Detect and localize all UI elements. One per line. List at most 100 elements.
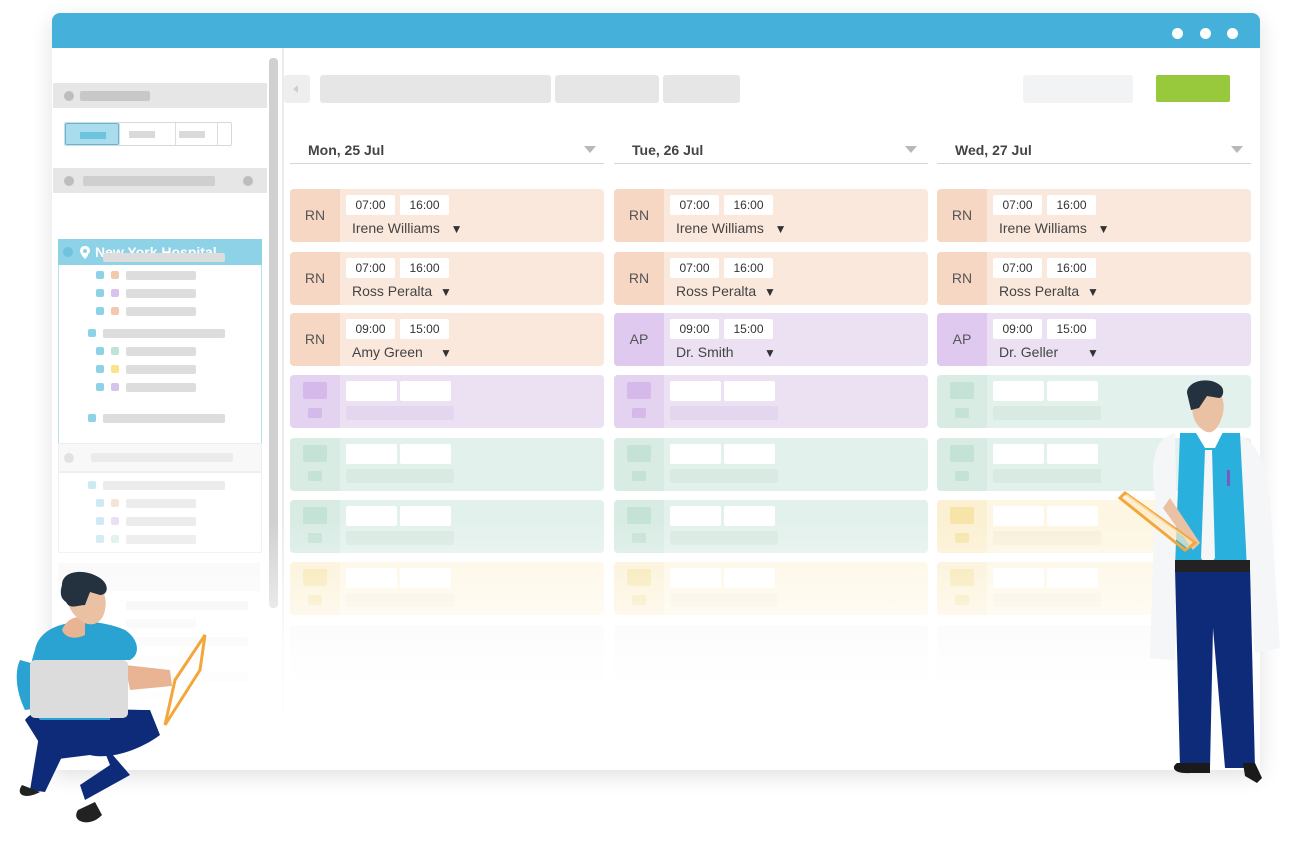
tree-item-color-icon: [111, 383, 119, 391]
sidebar-header: [53, 83, 267, 108]
shift-end-time[interactable]: 16:00: [724, 258, 773, 278]
role-badge: AP: [614, 313, 664, 366]
shift-card[interactable]: RN 07:00 16:00 Ross Peralta ▼: [937, 252, 1251, 305]
shift-card[interactable]: RN 07:00 16:00 Irene Williams ▼: [614, 189, 928, 242]
role-badge: RN: [937, 252, 987, 305]
shift-start-time[interactable]: 09:00: [346, 319, 395, 339]
day-column-header[interactable]: Tue, 26 Jul: [614, 133, 928, 164]
dropdown-caret-icon[interactable]: [1231, 146, 1243, 153]
view-option-active[interactable]: [65, 123, 119, 145]
tree-item-label[interactable]: [126, 271, 196, 280]
shift-start-time[interactable]: 09:00: [993, 319, 1042, 339]
tree-group-label[interactable]: [103, 329, 225, 338]
tree-group-label[interactable]: [103, 253, 225, 262]
shift-card-empty[interactable]: [614, 438, 928, 491]
tree-item-label[interactable]: [126, 307, 196, 316]
role-badge: RN: [290, 189, 340, 242]
role-label: RN: [304, 270, 326, 286]
shift-card[interactable]: RN 07:00 16:00 Ross Peralta ▼: [290, 252, 604, 305]
tree-item-icon[interactable]: [96, 365, 104, 373]
shift-end-time[interactable]: 16:00: [1047, 195, 1096, 215]
tree-item-color-icon: [111, 271, 119, 279]
shift-card[interactable]: AP 09:00 15:00 Dr. Geller ▼: [937, 313, 1251, 366]
view-switch[interactable]: [64, 122, 232, 146]
assignee-name: Ross Peralta: [999, 283, 1080, 299]
window-dot-icon[interactable]: [1200, 28, 1211, 39]
assignee-dropdown-icon[interactable]: ▼: [440, 285, 452, 299]
toolbar-view-button[interactable]: [663, 75, 740, 103]
shift-card[interactable]: RN 07:00 16:00 Ross Peralta ▼: [614, 252, 928, 305]
shift-card[interactable]: RN 07:00 16:00 Irene Williams ▼: [290, 189, 604, 242]
assignee-dropdown-icon[interactable]: ▼: [764, 285, 776, 299]
section-icon: [64, 176, 74, 186]
shift-end-time[interactable]: 15:00: [400, 319, 449, 339]
shift-end-time[interactable]: 16:00: [400, 195, 449, 215]
shift-start-time[interactable]: 07:00: [670, 195, 719, 215]
toolbar-range-field[interactable]: [320, 75, 551, 103]
tree-item-label[interactable]: [126, 365, 196, 374]
shift-start-time[interactable]: 07:00: [346, 195, 395, 215]
tree-item-icon[interactable]: [96, 347, 104, 355]
assignee-dropdown-icon[interactable]: ▼: [764, 346, 776, 360]
tree-item-label[interactable]: [126, 347, 196, 356]
toolbar-filter-button[interactable]: [555, 75, 659, 103]
day-column-header[interactable]: Mon, 25 Jul: [290, 133, 604, 164]
assignee-dropdown-icon[interactable]: ▼: [1097, 222, 1110, 236]
dropdown-caret-icon[interactable]: [905, 146, 917, 153]
shift-card[interactable]: RN 09:00 15:00 Amy Green ▼: [290, 313, 604, 366]
shift-start-time[interactable]: 07:00: [346, 258, 395, 278]
tree-item-label[interactable]: [126, 289, 196, 298]
tree-group-icon[interactable]: [88, 253, 96, 261]
shift-start-time[interactable]: 07:00: [993, 195, 1042, 215]
window-dot-icon[interactable]: [1172, 28, 1183, 39]
shift-end-time[interactable]: 16:00: [1047, 258, 1096, 278]
shift-start-time[interactable]: 07:00: [993, 258, 1042, 278]
shift-end-time[interactable]: 16:00: [724, 195, 773, 215]
shift-start-time[interactable]: 09:00: [670, 319, 719, 339]
view-option[interactable]: [129, 131, 155, 138]
sidebar-header-label: [80, 91, 150, 101]
tree-item-icon[interactable]: [96, 289, 104, 297]
role-label: RN: [951, 270, 973, 286]
shift-card-empty[interactable]: [614, 375, 928, 428]
shift-card-empty[interactable]: [290, 375, 604, 428]
prev-button[interactable]: [284, 75, 310, 103]
location-header-2[interactable]: [58, 443, 262, 473]
shift-end-time[interactable]: 15:00: [1047, 319, 1096, 339]
toolbar-primary-button[interactable]: [1156, 75, 1230, 102]
role-label: AP: [629, 331, 649, 347]
tree-item-icon[interactable]: [96, 383, 104, 391]
shift-card[interactable]: AP 09:00 15:00 Dr. Smith ▼: [614, 313, 928, 366]
section-toggle-icon[interactable]: [243, 176, 253, 186]
tree-group-label[interactable]: [103, 414, 225, 423]
assignee-dropdown-icon[interactable]: ▼: [440, 346, 452, 360]
assignee-dropdown-icon[interactable]: ▼: [1087, 346, 1099, 360]
tree-item-icon[interactable]: [96, 307, 104, 315]
location-select-icon[interactable]: [63, 247, 73, 257]
shift-start-time[interactable]: 07:00: [670, 258, 719, 278]
view-option[interactable]: [179, 131, 205, 138]
assignee-dropdown-icon[interactable]: ▼: [774, 222, 787, 236]
shift-end-time[interactable]: 15:00: [724, 319, 773, 339]
role-label: RN: [304, 331, 326, 347]
tree-group-icon[interactable]: [88, 329, 96, 337]
sidebar-scrollbar[interactable]: [269, 58, 278, 608]
assignee-dropdown-icon[interactable]: ▼: [450, 222, 463, 236]
role-badge: RN: [290, 252, 340, 305]
window-dot-icon[interactable]: [1227, 28, 1238, 39]
dropdown-caret-icon[interactable]: [584, 146, 596, 153]
view-option-label: [80, 132, 106, 139]
tree-item-label[interactable]: [126, 383, 196, 392]
toolbar-secondary-button[interactable]: [1023, 75, 1133, 103]
tree-group-icon[interactable]: [88, 414, 96, 422]
shift-card-empty[interactable]: [290, 438, 604, 491]
day-column-header[interactable]: Wed, 27 Jul: [937, 133, 1251, 164]
tree-item-icon[interactable]: [96, 271, 104, 279]
shift-card[interactable]: RN 07:00 16:00 Irene Williams ▼: [937, 189, 1251, 242]
assignee-dropdown-icon[interactable]: ▼: [1087, 285, 1099, 299]
shift-end-time[interactable]: 16:00: [400, 258, 449, 278]
role-label: RN: [628, 207, 650, 223]
sidebar-header-icon: [64, 91, 74, 101]
window-titlebar: [52, 13, 1260, 48]
sidebar-section-header[interactable]: [53, 168, 267, 193]
